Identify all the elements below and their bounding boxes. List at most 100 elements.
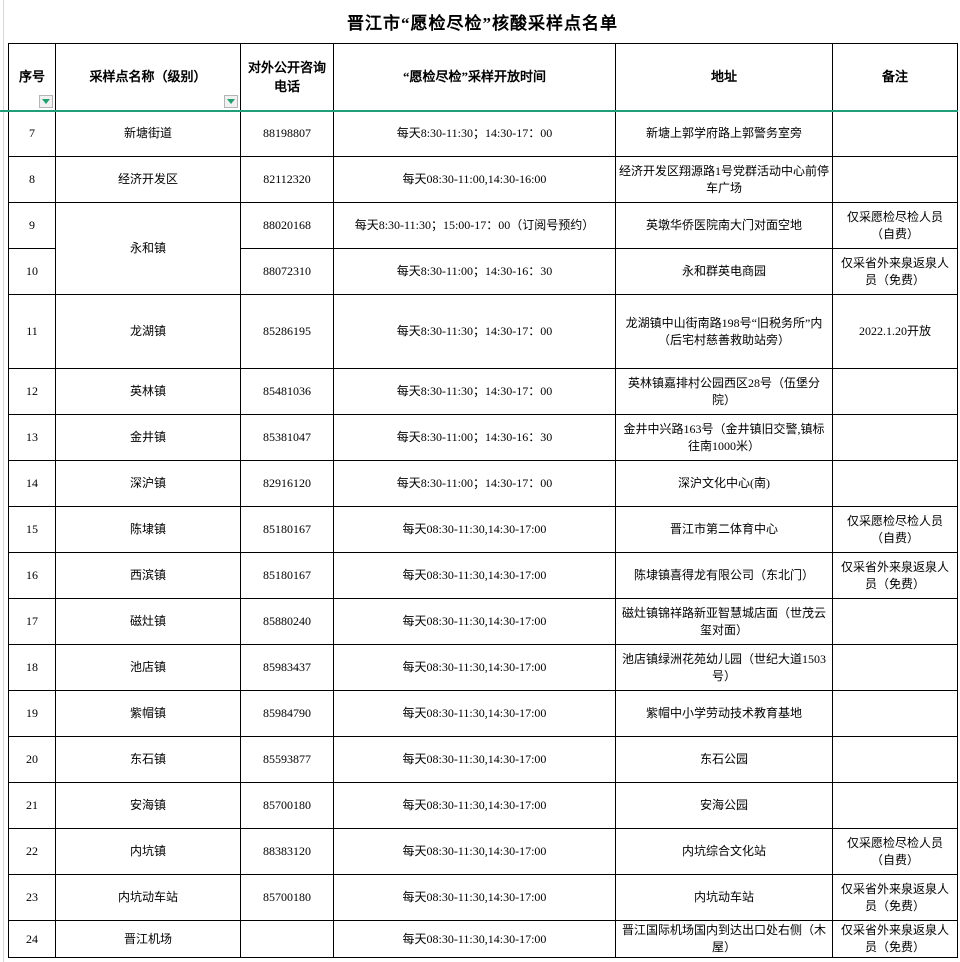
column-header-seq[interactable]: 序号 <box>8 43 56 112</box>
site-name-cell[interactable]: 陈埭镇 <box>55 506 241 553</box>
open-time-cell[interactable]: 每天08:30-11:30,14:30-17:00 <box>333 644 616 691</box>
phone-cell[interactable]: 85180167 <box>240 506 334 553</box>
remark-cell[interactable]: 仅采愿检尽检人员（自费） <box>832 828 958 875</box>
row-number-cell[interactable]: 12 <box>8 368 56 415</box>
open-time-cell[interactable]: 每天8:30-11:00；14:30-17：00 <box>333 460 616 507</box>
row-number-cell[interactable]: 11 <box>8 294 56 369</box>
open-time-cell[interactable]: 每天8:30-11:00；14:30-16：30 <box>333 414 616 461</box>
column-header-address[interactable]: 地址 <box>615 43 833 112</box>
row-number-cell[interactable]: 14 <box>8 460 56 507</box>
site-name-cell[interactable]: 经济开发区 <box>55 156 241 203</box>
address-cell[interactable]: 英林镇嘉排村公园西区28号（伍堡分院） <box>615 368 833 415</box>
site-name-cell[interactable]: 新塘街道 <box>55 110 241 157</box>
address-cell[interactable]: 永和群英电商园 <box>615 248 833 295</box>
phone-cell[interactable]: 85700180 <box>240 782 334 829</box>
site-name-cell[interactable]: 内坑动车站 <box>55 874 241 921</box>
site-name-cell[interactable]: 西滨镇 <box>55 552 241 599</box>
site-name-cell[interactable]: 永和镇 <box>55 202 241 295</box>
address-cell[interactable]: 池店镇绿洲花苑幼儿园（世纪大道1503号） <box>615 644 833 691</box>
row-number-cell[interactable]: 19 <box>8 690 56 737</box>
address-cell[interactable]: 龙湖镇中山街南路198号“旧税务所”内（后宅村慈善救助站旁） <box>615 294 833 369</box>
open-time-cell[interactable]: 每天08:30-11:30,14:30-17:00 <box>333 874 616 921</box>
open-time-cell[interactable]: 每天08:30-11:30,14:30-17:00 <box>333 736 616 783</box>
open-time-cell[interactable]: 每天08:30-11:30,14:30-17:00 <box>333 920 616 958</box>
remark-cell[interactable]: 仅采省外来泉返泉人员（免费） <box>832 248 958 295</box>
address-cell[interactable]: 英墩华侨医院南大门对面空地 <box>615 202 833 249</box>
row-number-cell[interactable]: 20 <box>8 736 56 783</box>
open-time-cell[interactable]: 每天08:30-11:30,14:30-17:00 <box>333 552 616 599</box>
site-name-cell[interactable]: 深沪镇 <box>55 460 241 507</box>
row-number-cell[interactable]: 17 <box>8 598 56 645</box>
open-time-cell[interactable]: 每天08:30-11:30,14:30-17:00 <box>333 782 616 829</box>
phone-cell[interactable]: 85481036 <box>240 368 334 415</box>
address-cell[interactable]: 内坑动车站 <box>615 874 833 921</box>
remark-cell[interactable]: 仅采省外来泉返泉人员（免费） <box>832 920 958 958</box>
phone-cell[interactable]: 85180167 <box>240 552 334 599</box>
phone-cell[interactable]: 85593877 <box>240 736 334 783</box>
phone-cell[interactable]: 85983437 <box>240 644 334 691</box>
phone-cell[interactable]: 82112320 <box>240 156 334 203</box>
address-cell[interactable]: 安海公园 <box>615 782 833 829</box>
filter-button-seq[interactable] <box>39 94 53 108</box>
remark-cell[interactable]: 仅采愿检尽检人员（自费） <box>832 202 958 249</box>
remark-cell[interactable] <box>832 414 958 461</box>
address-cell[interactable]: 深沪文化中心(南) <box>615 460 833 507</box>
open-time-cell[interactable]: 每天8:30-11:30；14:30-17：00 <box>333 294 616 369</box>
site-name-cell[interactable]: 英林镇 <box>55 368 241 415</box>
remark-cell[interactable] <box>832 644 958 691</box>
open-time-cell[interactable]: 每天08:30-11:00,14:30-16:00 <box>333 156 616 203</box>
site-name-cell[interactable]: 池店镇 <box>55 644 241 691</box>
column-header-open-time[interactable]: “愿检尽检”采样开放时间 <box>333 43 616 112</box>
remark-cell[interactable] <box>832 782 958 829</box>
row-number-cell[interactable]: 18 <box>8 644 56 691</box>
remark-cell[interactable] <box>832 690 958 737</box>
remark-cell[interactable] <box>832 736 958 783</box>
row-number-cell[interactable]: 8 <box>8 156 56 203</box>
phone-cell[interactable]: 88020168 <box>240 202 334 249</box>
filter-button-site-name[interactable] <box>224 94 238 108</box>
remark-cell[interactable]: 仅采省外来泉返泉人员（免费） <box>832 874 958 921</box>
address-cell[interactable]: 晋江市第二体育中心 <box>615 506 833 553</box>
phone-cell[interactable]: 85984790 <box>240 690 334 737</box>
remark-cell[interactable]: 2022.1.20开放 <box>832 294 958 369</box>
phone-cell[interactable]: 85286195 <box>240 294 334 369</box>
address-cell[interactable]: 紫帽中小学劳动技术教育基地 <box>615 690 833 737</box>
open-time-cell[interactable]: 每天8:30-11:30；14:30-17：00 <box>333 368 616 415</box>
column-header-phone[interactable]: 对外公开咨询电话 <box>240 43 334 112</box>
phone-cell[interactable]: 88072310 <box>240 248 334 295</box>
site-name-cell[interactable]: 东石镇 <box>55 736 241 783</box>
site-name-cell[interactable]: 龙湖镇 <box>55 294 241 369</box>
row-number-cell[interactable]: 16 <box>8 552 56 599</box>
open-time-cell[interactable]: 每天8:30-11:30；14:30-17：00 <box>333 110 616 157</box>
column-header-site-name[interactable]: 采样点名称（级别） <box>55 43 241 112</box>
remark-cell[interactable] <box>832 368 958 415</box>
remark-cell[interactable] <box>832 156 958 203</box>
address-cell[interactable]: 晋江国际机场国内到达出口处右侧（木屋） <box>615 920 833 958</box>
row-number-cell[interactable]: 21 <box>8 782 56 829</box>
site-name-cell[interactable]: 安海镇 <box>55 782 241 829</box>
row-number-cell[interactable]: 13 <box>8 414 56 461</box>
address-cell[interactable]: 东石公园 <box>615 736 833 783</box>
site-name-cell[interactable]: 晋江机场 <box>55 920 241 958</box>
site-name-cell[interactable]: 内坑镇 <box>55 828 241 875</box>
site-name-cell[interactable]: 金井镇 <box>55 414 241 461</box>
row-number-cell[interactable]: 10 <box>8 248 56 295</box>
address-cell[interactable]: 内坑综合文化站 <box>615 828 833 875</box>
column-header-remark[interactable]: 备注 <box>832 43 958 112</box>
phone-cell[interactable]: 85700180 <box>240 874 334 921</box>
open-time-cell[interactable]: 每天08:30-11:30,14:30-17:00 <box>333 506 616 553</box>
site-name-cell[interactable]: 磁灶镇 <box>55 598 241 645</box>
phone-cell[interactable]: 82916120 <box>240 460 334 507</box>
row-number-cell[interactable]: 24 <box>8 920 56 958</box>
open-time-cell[interactable]: 每天08:30-11:30,14:30-17:00 <box>333 828 616 875</box>
address-cell[interactable]: 陈埭镇喜得龙有限公司（东北门） <box>615 552 833 599</box>
remark-cell[interactable] <box>832 460 958 507</box>
address-cell[interactable]: 新塘上郭学府路上郭警务室旁 <box>615 110 833 157</box>
remark-cell[interactable]: 仅采愿检尽检人员（自费） <box>832 506 958 553</box>
phone-cell[interactable]: 88198807 <box>240 110 334 157</box>
open-time-cell[interactable]: 每天8:30-11:30；15:00-17：00（订阅号预约） <box>333 202 616 249</box>
address-cell[interactable]: 经济开发区翔源路1号党群活动中心前停车广场 <box>615 156 833 203</box>
row-number-cell[interactable]: 22 <box>8 828 56 875</box>
phone-cell[interactable] <box>240 920 334 958</box>
remark-cell[interactable] <box>832 598 958 645</box>
